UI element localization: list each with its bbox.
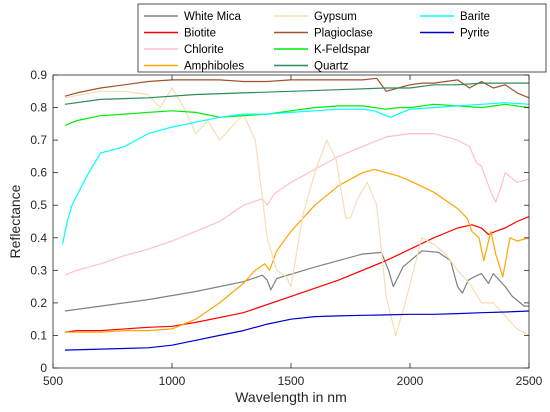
legend-label: Barite <box>460 11 490 23</box>
y-tick-label: 0.1 <box>30 328 47 342</box>
y-tick-label: 0.4 <box>30 231 47 245</box>
legend-label: Gypsum <box>314 11 357 23</box>
legend-label: K-Feldspar <box>314 44 370 56</box>
series-line-gypsum <box>64 87 530 336</box>
series-layer <box>61 77 530 351</box>
series-line-barite <box>61 102 530 245</box>
legend-label: Amphiboles <box>184 61 244 73</box>
y-tick-label: 0.5 <box>30 198 47 212</box>
x-tick-label: 1500 <box>278 374 305 388</box>
series-line-plagioclase <box>64 77 530 99</box>
y-axis: 0 0.1 0.2 0.3 0.4 0.5 0.6 0.7 0.8 0.9 <box>30 68 529 375</box>
x-axis-label: Wavelength in nm <box>235 389 347 405</box>
series-line-amphiboles <box>64 168 530 333</box>
y-tick-label: 0.7 <box>30 133 47 147</box>
legend-label: Plagioclase <box>314 28 373 40</box>
y-axis-label: Reflectance <box>7 184 23 258</box>
legend-label: Quartz <box>314 61 349 73</box>
y-tick-label: 0.6 <box>30 166 47 180</box>
legend-label: Biotite <box>184 28 216 40</box>
legend-label: Pyrite <box>460 28 489 40</box>
y-tick-label: 0.8 <box>30 101 47 115</box>
series-line-chlorite <box>64 133 530 276</box>
y-tick-label: 0.2 <box>30 296 47 310</box>
legend-box <box>137 3 547 73</box>
y-tick-label: 0 <box>40 361 47 375</box>
legend-label: Chlorite <box>184 44 224 56</box>
series-line-quartz <box>64 82 529 105</box>
x-tick-label: 1000 <box>159 374 186 388</box>
series-line-pyrite <box>64 310 530 351</box>
series-line-biotite <box>64 216 530 333</box>
x-axis: 500 1000 1500 2000 2500 <box>43 75 543 388</box>
x-tick-label: 500 <box>43 374 63 388</box>
legend: White Mica Biotite Chlorite Amphiboles Gypsu… <box>137 3 547 73</box>
plot-frame <box>52 74 530 369</box>
x-tick-label: 2500 <box>516 374 543 388</box>
y-tick-label: 0.3 <box>30 263 47 277</box>
legend-label: White Mica <box>184 11 241 23</box>
y-tick-label: 0.9 <box>30 68 47 82</box>
series-line-k-feldspar <box>64 103 530 127</box>
x-tick-label: 2000 <box>397 374 424 388</box>
series-line-white-mica <box>64 250 529 312</box>
